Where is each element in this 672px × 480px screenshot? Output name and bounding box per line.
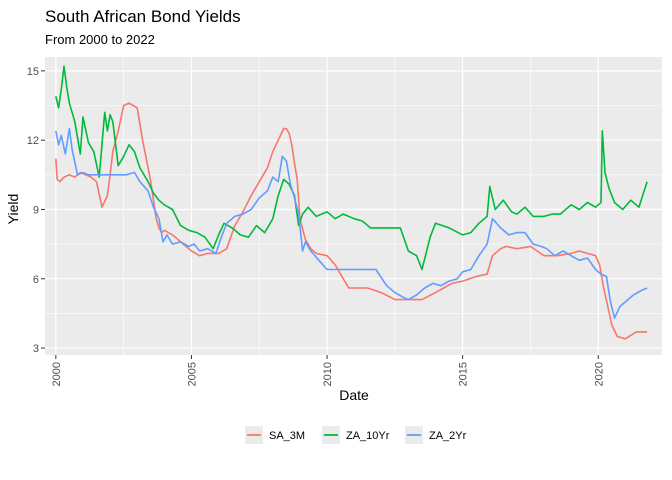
y-axis-title: Yield bbox=[5, 194, 21, 225]
legend-item-za-10yr: ZA_10Yr bbox=[322, 426, 390, 444]
legend-item-sa-3m: SA_3M bbox=[245, 426, 305, 444]
legend-label: SA_3M bbox=[269, 430, 305, 442]
plot-panel bbox=[45, 57, 662, 355]
series-line-za-2yr bbox=[55, 127, 648, 319]
legend: SA_3M ZA_10Yr ZA_2Yr bbox=[245, 426, 467, 444]
y-tick-label: 12 bbox=[27, 135, 39, 147]
chart-title: South African Bond Yields bbox=[45, 7, 241, 26]
x-tick-label: 2005 bbox=[186, 362, 198, 386]
x-tick-label: 2020 bbox=[593, 362, 605, 386]
minor-grid bbox=[45, 57, 662, 355]
x-axis-title: Date bbox=[339, 387, 369, 403]
x-tick-label: 2010 bbox=[322, 362, 334, 386]
axis-layer: 2000 2005 2010 2015 2020 3 6 9 12 15 bbox=[27, 66, 606, 387]
series-line-za-10yr bbox=[55, 65, 648, 271]
legend-label: ZA_2Yr bbox=[429, 430, 467, 442]
major-grid bbox=[45, 57, 662, 355]
legend-label: ZA_10Yr bbox=[346, 430, 390, 442]
y-tick-label: 3 bbox=[33, 343, 39, 355]
x-tick-label: 2015 bbox=[458, 362, 470, 386]
y-tick-label: 9 bbox=[33, 204, 39, 216]
y-tick-label: 6 bbox=[33, 274, 39, 286]
legend-item-za-2yr: ZA_2Yr bbox=[405, 426, 467, 444]
chart-subtitle: From 2000 to 2022 bbox=[45, 32, 155, 47]
y-tick-label: 15 bbox=[27, 66, 39, 78]
x-tick-label: 2000 bbox=[51, 362, 63, 386]
series-line-sa-3m bbox=[55, 102, 648, 340]
series-layer bbox=[55, 65, 648, 340]
